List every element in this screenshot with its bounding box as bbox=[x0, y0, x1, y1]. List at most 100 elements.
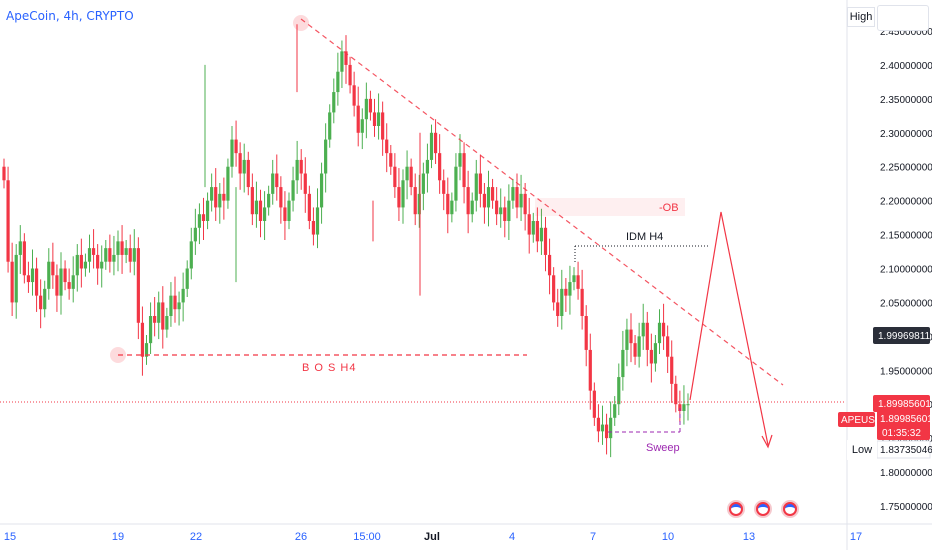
candle-body bbox=[258, 200, 263, 221]
candle-body bbox=[283, 207, 287, 221]
candle-body bbox=[503, 207, 507, 221]
us-flag-icon[interactable] bbox=[754, 500, 772, 518]
candle-body bbox=[389, 153, 393, 167]
symbol-title[interactable]: ApeCoin, 4h, CRYPTO bbox=[6, 9, 134, 23]
candle-body bbox=[645, 322, 649, 350]
candle-body bbox=[246, 159, 250, 188]
candle-body bbox=[507, 200, 511, 221]
candle-body bbox=[34, 268, 39, 296]
countdown-text: 01:35:32 bbox=[882, 428, 921, 439]
candle-body bbox=[279, 187, 283, 208]
candle-body bbox=[401, 180, 405, 208]
y-tick-label: 2.20000000 bbox=[880, 197, 932, 208]
candle-body bbox=[201, 214, 206, 221]
candle-body bbox=[682, 404, 686, 411]
candle-body bbox=[295, 159, 299, 181]
candle-body bbox=[96, 254, 100, 269]
candle-body bbox=[560, 288, 564, 316]
x-tick-label: 22 bbox=[190, 531, 202, 543]
high-badge: High bbox=[847, 7, 875, 27]
candle-body bbox=[495, 200, 499, 215]
candle-body bbox=[450, 200, 454, 215]
candle-body bbox=[385, 139, 389, 154]
candle-body bbox=[319, 173, 324, 208]
candle-body bbox=[637, 336, 641, 357]
candle-body bbox=[299, 159, 303, 174]
candle-body bbox=[433, 132, 438, 154]
candle-body bbox=[352, 85, 356, 106]
candle-body bbox=[254, 200, 259, 215]
candle-body bbox=[666, 336, 670, 357]
y-tick-label: 2.40000000 bbox=[880, 61, 932, 72]
candle-body bbox=[55, 275, 59, 296]
x-tick-label: 4 bbox=[509, 531, 515, 543]
candle-body bbox=[140, 322, 145, 357]
candle-body bbox=[600, 424, 605, 432]
candle-body bbox=[474, 173, 478, 201]
candle-body bbox=[75, 254, 79, 276]
candle-body bbox=[588, 349, 592, 391]
candle-body bbox=[87, 248, 92, 262]
current-price-tag bbox=[877, 409, 930, 440]
candle-body bbox=[515, 187, 519, 208]
low-value-text: 1.83735046 bbox=[880, 445, 932, 456]
candle-body bbox=[332, 92, 336, 113]
candle-body bbox=[568, 282, 572, 296]
candle-body bbox=[267, 193, 271, 208]
candle-body bbox=[397, 187, 401, 208]
candle-body bbox=[136, 248, 140, 323]
candle-body bbox=[372, 112, 377, 126]
us-flag-icon[interactable] bbox=[727, 500, 745, 518]
candle-body bbox=[10, 261, 14, 303]
candles bbox=[2, 24, 690, 458]
annotations: -OB IDM H4 B O S H4 Sweep bbox=[0, 15, 845, 454]
candle-body bbox=[609, 417, 613, 439]
candle-body bbox=[621, 349, 625, 378]
candle-body bbox=[328, 112, 332, 140]
candle-body bbox=[14, 254, 18, 303]
candle-body bbox=[482, 193, 487, 208]
candle-body bbox=[564, 288, 568, 296]
candle-body bbox=[303, 173, 307, 194]
candle-body bbox=[535, 221, 539, 242]
candle-body bbox=[222, 193, 226, 201]
candle-body bbox=[674, 383, 678, 405]
candle-body bbox=[153, 316, 157, 323]
candle-body bbox=[22, 241, 26, 276]
x-tick-label: Jul bbox=[424, 531, 440, 543]
candle-body bbox=[344, 51, 348, 65]
candle-body bbox=[543, 227, 548, 255]
x-tick-label: 26 bbox=[295, 531, 307, 543]
candle-body bbox=[47, 261, 51, 289]
candle-body bbox=[112, 254, 116, 262]
candle-body bbox=[340, 51, 344, 72]
candle-body bbox=[104, 248, 108, 262]
candle-body bbox=[629, 329, 633, 344]
us-flag-icon[interactable] bbox=[781, 500, 799, 518]
ob-label: -OB bbox=[659, 202, 679, 214]
x-tick-label: 10 bbox=[662, 531, 674, 543]
last-close-tag bbox=[873, 395, 930, 412]
ob-zone bbox=[535, 198, 685, 216]
bos-label: B O S H4 bbox=[302, 362, 356, 374]
candle-body bbox=[132, 248, 136, 262]
candle-body bbox=[641, 322, 645, 337]
candle-body bbox=[446, 193, 450, 215]
candle-body bbox=[527, 214, 531, 235]
candle-body bbox=[210, 187, 214, 201]
candle-body bbox=[356, 105, 360, 133]
candle-body bbox=[311, 221, 316, 235]
candle-body bbox=[499, 207, 503, 215]
candle-body bbox=[364, 98, 368, 120]
candle-body bbox=[128, 248, 132, 262]
candle-body bbox=[556, 302, 560, 316]
idm-label: IDM H4 bbox=[626, 231, 663, 243]
candle-body bbox=[63, 268, 67, 283]
candle-body bbox=[197, 214, 202, 228]
candle-body bbox=[417, 193, 421, 215]
y-tick-label: 2.10000000 bbox=[880, 265, 932, 276]
candle-body bbox=[120, 241, 124, 255]
candle-body bbox=[79, 254, 83, 269]
candle-body bbox=[596, 417, 601, 432]
